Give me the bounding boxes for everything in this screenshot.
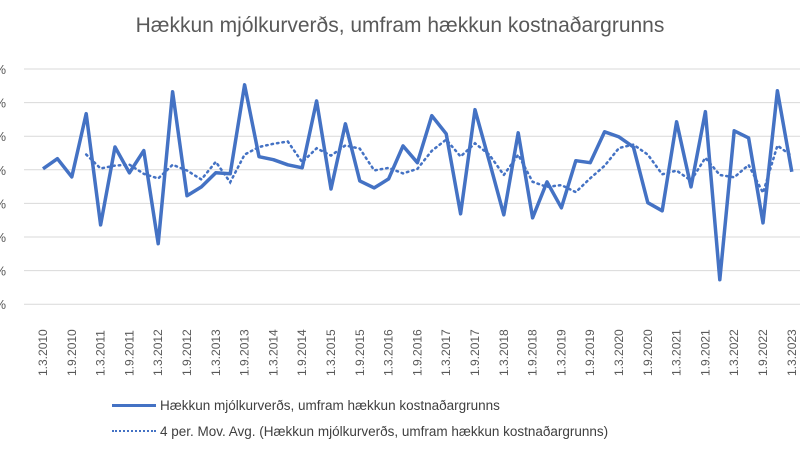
solid-line-swatch-icon [112,403,156,407]
x-tick-label: 1.3.2021 [670,329,684,376]
y-tick-label: % [0,196,6,211]
y-tick-label: % [0,230,6,245]
y-tick-label: % [0,264,6,279]
x-tick-label: 1.9.2019 [583,329,597,376]
x-tick-label: 1.9.2018 [526,329,540,376]
y-tick-label: % [0,163,6,178]
x-tick-label: 1.3.2020 [612,329,626,376]
x-tick-label: 1.3.2014 [266,329,280,376]
x-tick-label: 1.3.2010 [36,329,50,376]
x-tick-label: 1.9.2015 [353,329,367,376]
dotted-line-swatch-icon [112,430,156,432]
x-tick-label: 1.9.2017 [468,329,482,376]
x-tick-label: 1.9.2021 [698,329,712,376]
x-tick-label: 1.3.2017 [439,329,453,376]
x-tick-label: 1.9.2011 [122,330,136,376]
x-axis-labels: 1.3.2010 1.9.2010 1.3.2011 1.9.2011 1.3.2012… [36,329,799,376]
x-tick-label: 1.3.2023 [785,329,799,376]
legend-item-moving-average: 4 per. Mov. Avg. (Hækkun mjólkurverðs, u… [112,418,608,444]
x-tick-label: 1.9.2014 [295,329,309,376]
y-tick-label: % [0,129,6,144]
x-tick-label: 1.3.2012 [151,329,165,376]
moving-average-line [84,137,794,197]
legend: Hækkun mjólkurverðs, umfram hækkun kostn… [112,392,608,444]
y-tick-label: % [0,62,6,77]
x-tick-label: 1.9.2016 [410,329,424,376]
y-tick-label: % [0,297,6,312]
x-tick-label: 1.3.2019 [554,329,568,376]
legend-label: Hækkun mjólkurverðs, umfram hækkun kostn… [160,397,500,413]
series-line [41,83,794,282]
x-tick-label: 1.9.2012 [180,329,194,376]
gridlines [24,68,800,305]
x-tick-label: 1.3.2016 [382,329,396,376]
x-tick-label: 1.3.2013 [209,329,223,376]
x-tick-label: 1.9.2022 [756,329,770,376]
x-tick-label: 1.9.2013 [238,329,252,376]
legend-item-series: Hækkun mjólkurverðs, umfram hækkun kostn… [112,392,608,418]
y-tick-label: % [0,96,6,111]
x-tick-label: 1.3.2011 [94,330,108,376]
x-tick-label: 1.3.2015 [324,329,338,376]
chart-title: Hækkun mjólkurverðs, umfram hækkun kostn… [135,14,665,37]
x-tick-label: 1.9.2020 [641,329,655,376]
x-tick-label: 1.3.2022 [727,329,741,376]
legend-label: 4 per. Mov. Avg. (Hækkun mjólkurverðs, u… [160,423,609,439]
x-tick-label: 1.3.2018 [497,329,511,376]
y-axis-labels: %%%%%%%% [0,62,6,312]
x-tick-label: 1.9.2010 [65,329,79,376]
